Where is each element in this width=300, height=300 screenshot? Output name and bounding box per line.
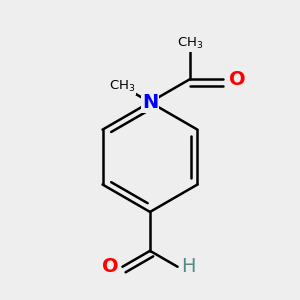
Text: O: O <box>229 70 245 89</box>
Text: H: H <box>181 257 196 276</box>
Text: N: N <box>142 93 158 112</box>
Text: O: O <box>102 257 119 276</box>
Text: CH$_3$: CH$_3$ <box>109 79 136 94</box>
Text: CH$_3$: CH$_3$ <box>177 36 203 51</box>
